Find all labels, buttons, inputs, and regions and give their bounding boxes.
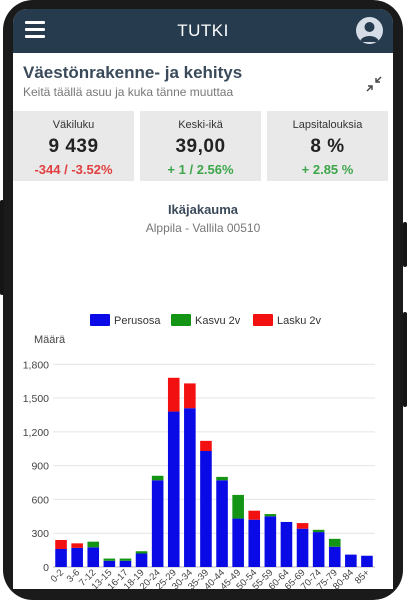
phone-screen: TUTKI Väestönrakenne- ja kehitys Keitä t… (13, 9, 393, 589)
bar-segment[interactable] (312, 529, 325, 533)
bar-segment[interactable] (328, 546, 341, 567)
stat-value: 9 439 (48, 136, 99, 157)
bar-segment[interactable] (184, 383, 196, 409)
bar-segment[interactable] (248, 519, 261, 567)
user-avatar-icon[interactable] (356, 17, 383, 44)
phone-side-button (403, 222, 407, 267)
bar-segment[interactable] (232, 518, 244, 567)
stat-label: Lapsitalouksia (292, 119, 363, 131)
hamburger-menu-icon[interactable] (25, 21, 45, 39)
bar-segment[interactable] (361, 555, 373, 567)
stat-change: + 1 / 2.56% (167, 162, 234, 177)
bar-segment[interactable] (232, 494, 244, 519)
y-tick-label: 900 (31, 461, 49, 473)
bar-segment[interactable] (151, 480, 164, 567)
stat-label: Väkiluku (52, 119, 95, 131)
legend-swatch (90, 314, 110, 326)
bar-segment[interactable] (119, 558, 132, 561)
y-axis-title: Määrä (34, 334, 66, 346)
page-subtitle: Keitä täällä asuu ja kuka tänne muuttaa (23, 85, 234, 99)
collapse-arrows-icon[interactable] (365, 75, 383, 93)
top-bar: TUTKI (13, 9, 393, 53)
stat-value: 39,00 (175, 136, 226, 157)
bar-segment[interactable] (167, 411, 180, 567)
stat-change: -344 / -3.52% (34, 162, 113, 177)
age-distribution-chart-card: Ikäjakauma Alppila - Vallila 00510 Perus… (13, 190, 393, 589)
bar-segment[interactable] (216, 480, 228, 567)
stat-card-child-households: Lapsitalouksia 8 % + 2.85 % (267, 111, 388, 181)
bar-segment[interactable] (167, 377, 180, 412)
bar-segment[interactable] (264, 514, 277, 517)
bar-segment[interactable] (200, 440, 212, 451)
bar-segment[interactable] (135, 551, 148, 554)
bar-segment[interactable] (135, 553, 148, 567)
bar-segment[interactable] (103, 558, 116, 561)
phone-side-button (0, 200, 4, 295)
bar-segment[interactable] (200, 450, 212, 567)
bar-segment[interactable] (151, 475, 164, 481)
bar-segment[interactable] (184, 408, 196, 567)
y-tick-label: 300 (31, 528, 49, 540)
legend-label[interactable]: Kasvu 2v (195, 315, 241, 327)
bar-segment[interactable] (71, 547, 83, 567)
bar-segment[interactable] (264, 516, 277, 567)
y-tick-label: 1,800 (23, 359, 49, 371)
y-tick-label: 600 (31, 494, 49, 506)
app-title: TUTKI (177, 21, 229, 40)
legend-label[interactable]: Perusosa (114, 315, 161, 327)
bar-segment[interactable] (312, 532, 325, 567)
y-tick-label: 1,500 (23, 393, 49, 405)
stat-card-population: Väkiluku 9 439 -344 / -3.52% (13, 111, 134, 181)
stat-value: 8 % (310, 136, 345, 157)
y-tick-label: 1,200 (23, 427, 49, 439)
stat-change: + 2.85 % (301, 162, 354, 177)
stat-label: Keski-ikä (178, 119, 223, 131)
bar-segment[interactable] (71, 543, 83, 548)
bar-segment[interactable] (55, 539, 67, 549)
bar-segment[interactable] (103, 560, 116, 567)
y-tick-label: 0 (43, 562, 49, 574)
bar-segment[interactable] (119, 560, 132, 567)
legend-label[interactable]: Lasku 2v (277, 315, 322, 327)
main-panel: Väestönrakenne- ja kehitys Keitä täällä … (13, 53, 393, 589)
bar-segment[interactable] (328, 538, 341, 547)
bar-segment[interactable] (55, 548, 67, 567)
bar-segment[interactable] (296, 523, 309, 529)
bar-segment[interactable] (87, 547, 100, 567)
bar-segment[interactable] (216, 476, 228, 481)
bar-segment[interactable] (296, 528, 309, 567)
stat-card-average-age: Keski-ikä 39,00 + 1 / 2.56% (140, 111, 261, 181)
legend-swatch (171, 314, 191, 326)
bar-segment[interactable] (87, 541, 100, 548)
legend-swatch (253, 314, 273, 326)
bar-segment[interactable] (280, 521, 293, 567)
page-title: Väestönrakenne- ja kehitys (23, 63, 243, 82)
phone-side-button (403, 312, 407, 407)
x-tick-label: 0-2 (49, 567, 66, 584)
bar-segment[interactable] (248, 510, 261, 520)
chart-title: Ikäjakauma (167, 202, 239, 217)
chart-subtitle: Alppila - Vallila 00510 (145, 221, 261, 235)
x-tick-label: 85+ (353, 567, 372, 586)
age-distribution-chart: Perusosa Kasvu 2v Lasku 2v Määrä 0 300 600 900 1… (23, 314, 375, 589)
bar-segment[interactable] (345, 554, 357, 567)
